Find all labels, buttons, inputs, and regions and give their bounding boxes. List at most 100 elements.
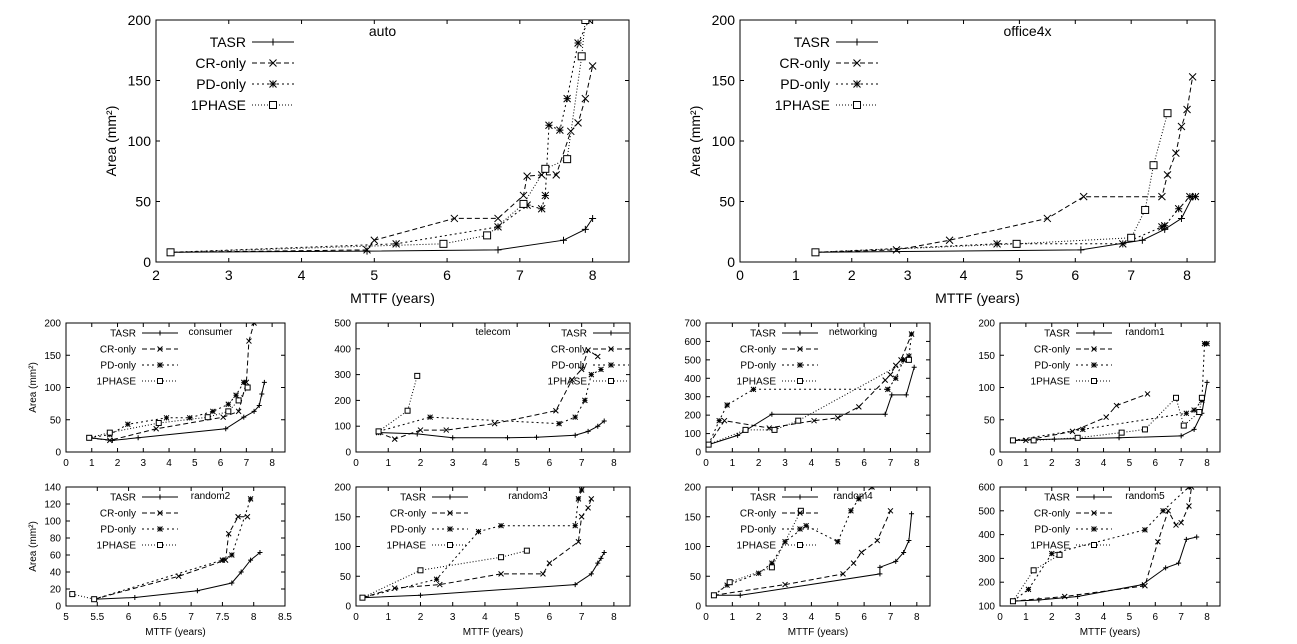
y-tick-label: 400 xyxy=(684,374,701,385)
x-tick-label: 4 xyxy=(482,612,488,623)
x-tick-label: 6 xyxy=(861,612,867,623)
legend-label: CR-only xyxy=(740,345,776,356)
series-PD-only xyxy=(166,20,593,257)
data-point xyxy=(363,246,371,254)
data-point xyxy=(228,552,235,558)
legend-label: PD-only xyxy=(1034,361,1070,372)
x-tick-label: 4 xyxy=(1101,612,1107,623)
y-tick-label: 200 xyxy=(128,12,152,28)
data-point xyxy=(1177,214,1185,222)
data-point xyxy=(908,331,915,337)
y-tick-label: 50 xyxy=(719,193,735,209)
data-point xyxy=(248,557,254,563)
x-tick-label: 4 xyxy=(482,458,488,469)
chart-title: random2 xyxy=(191,491,231,502)
x-tick-label: 7 xyxy=(188,612,194,623)
data-point xyxy=(909,511,915,517)
series-line xyxy=(713,513,913,596)
legend-label: 1PHASE xyxy=(97,377,137,388)
series-line xyxy=(1012,554,1060,602)
legend-label: PD-only xyxy=(1034,525,1070,536)
data-point xyxy=(241,414,247,420)
data-point xyxy=(414,372,421,379)
y-tick-label: 0 xyxy=(695,602,701,613)
series-PD-only xyxy=(1010,340,1210,444)
data-point xyxy=(1163,565,1169,571)
data-point xyxy=(494,223,502,231)
x-tick-label: 1 xyxy=(385,458,391,469)
series-line xyxy=(362,550,527,599)
legend-label: PD-only xyxy=(100,525,136,536)
legend: TASR CR-only PD-only 1PHASE xyxy=(191,34,294,113)
legend-marker xyxy=(797,362,803,368)
data-point xyxy=(1113,402,1120,409)
data-point xyxy=(498,522,504,529)
data-point xyxy=(795,417,802,424)
y-tick-label: 300 xyxy=(978,554,995,565)
data-point xyxy=(945,236,954,245)
legend-marker xyxy=(797,526,803,532)
series-1PHASE xyxy=(1009,394,1205,444)
x-axis-label: MTTF (years) xyxy=(935,290,1020,306)
legend-marker xyxy=(157,526,163,532)
chart-office4x: 0 1 2 3 4 5 6 7 8 0 50 100 150 200 office4x MTTF (years… xyxy=(687,12,1216,306)
data-point xyxy=(1183,410,1190,417)
y-tick-label: 500 xyxy=(684,355,701,366)
legend-label: CR-only xyxy=(195,55,246,71)
legend: TASR CR-only PD-only 1PHASE xyxy=(1031,493,1112,552)
data-point xyxy=(1188,73,1197,81)
x-tick-label: 2 xyxy=(848,267,856,283)
legend-marker xyxy=(797,346,803,352)
x-tick-label: 8 xyxy=(611,612,617,623)
y-tick-label: 100 xyxy=(44,383,61,394)
data-point xyxy=(834,415,841,421)
data-point xyxy=(572,582,578,588)
data-point xyxy=(716,417,723,424)
x-tick-label: 4 xyxy=(809,612,815,623)
legend: TASR CR-only PD-only 1PHASE xyxy=(775,34,878,113)
data-point xyxy=(855,403,862,410)
data-point xyxy=(163,414,170,421)
data-point xyxy=(1172,149,1180,157)
x-tick-label: 0 xyxy=(997,612,1003,623)
x-tick-label: 3 xyxy=(782,458,788,469)
x-tick-label: 7 xyxy=(888,458,894,469)
data-point xyxy=(194,588,200,594)
y-tick-label: 150 xyxy=(978,351,995,362)
x-tick-label: 6.5 xyxy=(153,612,167,623)
data-point xyxy=(1048,550,1055,557)
data-point xyxy=(598,366,604,373)
data-point xyxy=(858,549,865,556)
x-tick-label: 8 xyxy=(1204,612,1210,623)
data-point xyxy=(575,538,582,545)
data-point xyxy=(483,231,492,240)
data-point xyxy=(601,549,607,555)
series-line xyxy=(1012,382,1208,441)
legend-label: TASR xyxy=(1044,329,1070,340)
data-point xyxy=(1177,122,1186,131)
data-point xyxy=(1149,161,1158,170)
legend-label: CR-only xyxy=(551,345,587,356)
x-tick-label: 7 xyxy=(1178,612,1184,623)
data-point xyxy=(106,429,113,436)
legend-label: TASR xyxy=(110,493,136,504)
legend-marker xyxy=(447,526,453,532)
series-CR-only xyxy=(375,347,601,442)
x-tick-label: 7 xyxy=(888,612,894,623)
data-point xyxy=(1201,340,1208,347)
x-tick-label: 4 xyxy=(809,458,815,469)
series-PD-only xyxy=(811,192,1200,257)
x-tick-label: 5 xyxy=(370,267,378,283)
chart-title: office4x xyxy=(1004,23,1052,39)
y-tick-label: 20 xyxy=(50,585,62,596)
legend: TASR CR-only PD-only 1PHASE xyxy=(1031,329,1112,388)
x-tick-label: 7 xyxy=(579,458,585,469)
y-tick-label: 0 xyxy=(695,448,701,459)
y-tick-label: 0 xyxy=(345,448,351,459)
legend-marker xyxy=(157,346,163,352)
series-line xyxy=(1012,536,1197,602)
data-point xyxy=(903,392,909,398)
data-point xyxy=(577,52,586,61)
series-line xyxy=(89,387,249,439)
series-line xyxy=(713,510,891,596)
